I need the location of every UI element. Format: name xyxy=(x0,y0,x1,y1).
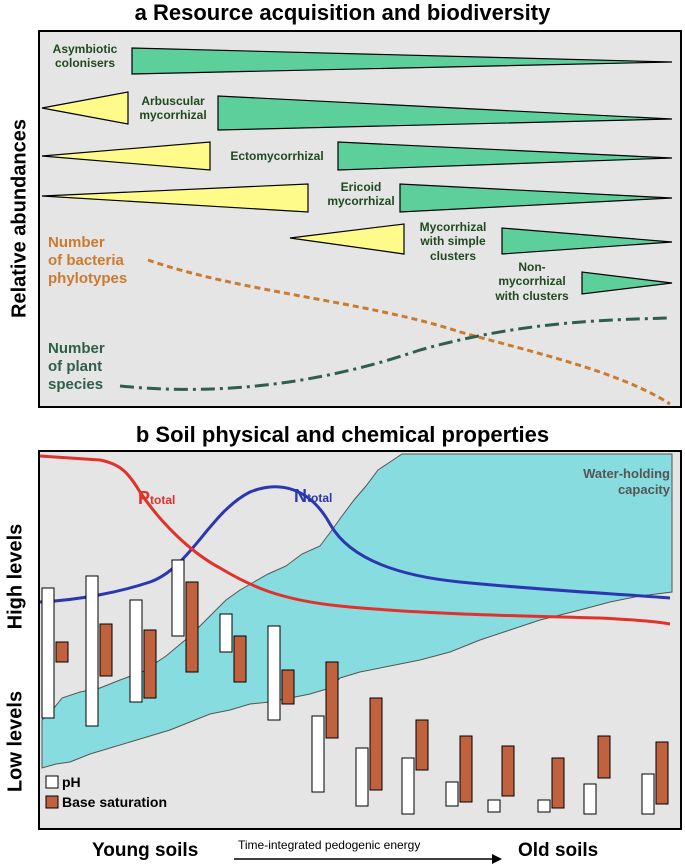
label-asymbiotic: Asymbiotic colonisers xyxy=(52,42,118,71)
ph-bar xyxy=(583,783,597,815)
label-ectomycorrhizal: Ectomycorrhizal xyxy=(230,149,324,163)
base-bar xyxy=(99,623,113,677)
panel-b-y-high: High levels xyxy=(4,523,27,630)
simple-clusters-yellow-wedge xyxy=(289,223,405,255)
ericoid-yellow-wedge xyxy=(41,183,309,213)
ph-bar xyxy=(401,757,415,815)
label-simple-clusters: Mycorrhizal with simple clusters xyxy=(419,220,487,263)
base-bar xyxy=(55,641,69,663)
ph-bar xyxy=(85,575,99,727)
asymbiotic-wedge xyxy=(131,47,673,75)
water-holding-label: Water-holding capacity xyxy=(583,466,670,497)
p-total-curve xyxy=(40,454,671,626)
panel-b-y-low: Low levels xyxy=(4,690,27,793)
legend-ph-label: pH xyxy=(62,774,81,790)
n-total-label: Ntotal xyxy=(294,464,332,507)
ph-bar xyxy=(537,799,551,813)
water-holding-area xyxy=(41,453,673,769)
arbuscular-yellow-wedge xyxy=(41,91,129,125)
label-non-mycorrhizal: Non- mycorrhizal with clusters xyxy=(495,260,569,303)
panel-a-y-label: Relative abundances xyxy=(8,119,31,318)
arbuscular-green-wedge xyxy=(217,95,673,131)
non-myco-green-wedge xyxy=(581,271,673,295)
panel-a-graphic xyxy=(41,47,673,406)
legend-ph-swatch xyxy=(45,775,59,789)
label-arbuscular: Arbuscular mycorrhizal xyxy=(139,94,207,123)
base-bar xyxy=(233,635,247,683)
p-total-label: Ptotal xyxy=(138,466,175,509)
x-axis-arrow xyxy=(234,854,502,864)
panel-a: Asymbiotic colonisers Arbuscular mycorrh… xyxy=(38,30,682,408)
panel-b-graphic xyxy=(40,453,673,815)
ph-bar xyxy=(445,781,459,807)
panel-b-title: b Soil physical and chemical properties xyxy=(135,422,550,447)
label-bacteria: Number of bacteria phylotypes xyxy=(48,234,128,287)
bars xyxy=(41,559,669,815)
ph-bar xyxy=(487,799,501,813)
base-bar xyxy=(281,669,295,705)
ph-bar xyxy=(355,747,369,807)
ph-bar xyxy=(219,613,233,653)
legend-base-label: Base saturation xyxy=(62,794,168,810)
ph-bar xyxy=(41,587,55,719)
base-bar xyxy=(185,581,199,673)
x-axis-left-label: Young soils xyxy=(92,840,199,861)
ecto-green-wedge xyxy=(337,141,673,171)
ph-bar xyxy=(267,625,281,721)
ericoid-green-wedge xyxy=(399,183,673,213)
n-total-subscript: total xyxy=(307,490,333,505)
base-bar xyxy=(459,735,473,803)
label-plant-species: Number of plant species xyxy=(48,340,105,393)
n-total-curve xyxy=(40,485,671,604)
label-ericoid: Ericoid mycorrhizal xyxy=(327,180,395,209)
base-bar xyxy=(551,757,565,809)
base-bar xyxy=(415,719,429,771)
n-total-letter: N xyxy=(294,485,307,506)
base-bar xyxy=(501,745,515,797)
ph-bar xyxy=(171,559,185,637)
x-axis-right-label: Old soils xyxy=(518,840,599,861)
base-bar xyxy=(369,697,383,791)
base-bar xyxy=(655,741,669,805)
ph-bar xyxy=(641,773,655,815)
base-bar xyxy=(143,629,157,699)
base-bar xyxy=(325,661,339,739)
ph-bar xyxy=(311,715,325,793)
simple-clusters-green-wedge xyxy=(501,227,673,255)
p-total-subscript: total xyxy=(150,492,176,507)
bacteria-curve xyxy=(147,258,671,406)
panel-a-title: a Resource acquisition and biodiversity xyxy=(134,0,551,25)
base-bar xyxy=(597,735,611,779)
ecto-yellow-wedge xyxy=(41,141,211,171)
x-axis-middle-label: Time-integrated pedogenic energy xyxy=(238,838,421,852)
panel-b: Ptotal Ntotal Water-holding capacity pH … xyxy=(38,450,682,830)
ph-bar xyxy=(129,599,143,703)
plant-species-curve xyxy=(119,316,669,391)
p-total-letter: P xyxy=(138,487,151,508)
legend-base-swatch xyxy=(45,795,59,809)
